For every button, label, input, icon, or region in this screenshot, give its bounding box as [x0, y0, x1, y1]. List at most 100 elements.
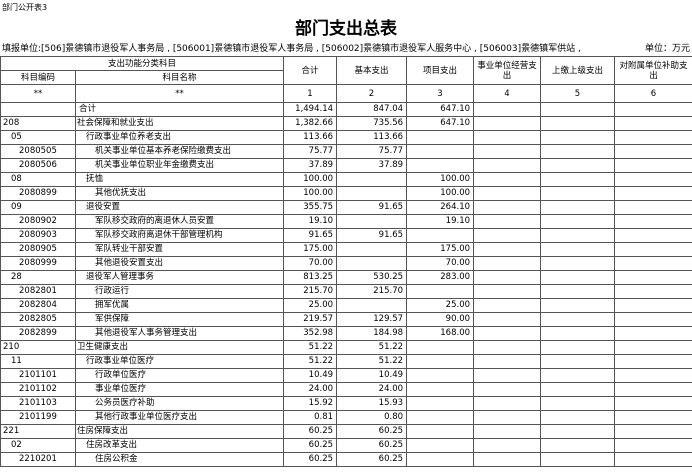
name-cell: 卫生健康支出 — [74, 340, 285, 355]
data-row: 2082899 其他退役军人事务管理支出 352.98 184.98 168.00 — [0, 326, 692, 341]
amount-cell: 847.04 — [336, 102, 408, 117]
amount-cell: 25.00 — [283, 298, 338, 313]
amount-cell: 0.80 — [336, 410, 408, 425]
index-row: ** ** 1 2 3 4 5 6 — [0, 84, 692, 103]
amount-cell — [473, 312, 542, 327]
name-cell: 住房改革支出 — [74, 438, 285, 453]
column-header: 上缴上级支出 — [540, 56, 616, 85]
index-cell: 5 — [540, 84, 616, 103]
data-row: 2080899 其他优抚支出 100.00 100.00 — [0, 186, 692, 201]
code-cell: 2101101 — [0, 368, 76, 383]
amount-cell: 90.00 — [406, 312, 475, 327]
amount-cell — [473, 284, 542, 299]
column-header: 合计 — [283, 56, 338, 85]
amount-cell — [336, 256, 408, 271]
amount-cell — [406, 382, 475, 397]
code-cell: 221 — [0, 424, 76, 439]
amount-cell: 51.22 — [283, 354, 338, 369]
amount-cell — [406, 396, 475, 411]
amount-cell: 91.65 — [336, 200, 408, 215]
amount-cell — [614, 452, 692, 467]
amount-cell — [406, 438, 475, 453]
data-row: 合计 1,494.14 847.04 647.10 — [0, 102, 692, 117]
amount-cell: 1,382.66 — [283, 116, 338, 131]
code-cell: 2082801 — [0, 284, 76, 299]
amount-cell: 24.00 — [283, 382, 338, 397]
amount-cell — [473, 270, 542, 285]
data-row: 2080905 军队转业干部安置 175.00 175.00 — [0, 242, 692, 257]
index-cell: 3 — [406, 84, 475, 103]
amount-cell — [614, 200, 692, 215]
amount-cell: 19.10 — [283, 214, 338, 229]
amount-cell — [473, 130, 542, 145]
code-cell: 2101199 — [0, 410, 76, 425]
index-cell: 6 — [614, 84, 692, 103]
amount-cell — [336, 214, 408, 229]
data-row: 2080505 机关事业单位基本养老保险缴费支出 75.77 75.77 — [0, 144, 692, 159]
amount-cell — [614, 368, 692, 383]
amount-cell: 215.70 — [336, 284, 408, 299]
data-row: 2101103 公务员医疗补助 15.92 15.93 — [0, 396, 692, 411]
amount-cell: 113.66 — [283, 130, 338, 145]
title: 部门支出总表 — [295, 19, 397, 39]
amount-cell — [540, 452, 616, 467]
amount-cell: 51.22 — [283, 340, 338, 355]
amount-cell — [614, 130, 692, 145]
amount-cell — [473, 242, 542, 257]
header-row: 支出功能分类科目 合计 基本支出 项目支出 事业单位经营支出 上缴上级支出 对附属单位补助支… — [0, 56, 692, 85]
name-cell: 军队移交政府离退休干部管理机构 — [74, 228, 285, 243]
amount-cell: 51.22 — [336, 354, 408, 369]
amount-cell — [540, 410, 616, 425]
code-cell: 2210201 — [0, 452, 76, 467]
amount-cell — [540, 354, 616, 369]
amount-cell: 19.10 — [406, 214, 475, 229]
code-cell: 2101102 — [0, 382, 76, 397]
code-cell: 02 — [0, 438, 76, 453]
amount-cell — [540, 158, 616, 173]
amount-cell: 60.25 — [283, 438, 338, 453]
amount-cell: 352.98 — [283, 326, 338, 341]
amount-cell: 175.00 — [283, 242, 338, 257]
amount-cell — [540, 102, 616, 117]
amount-cell — [406, 130, 475, 145]
amount-cell — [406, 354, 475, 369]
amount-cell — [336, 186, 408, 201]
data-row: 2101102 事业单位医疗 24.00 24.00 — [0, 382, 692, 397]
amount-cell: 175.00 — [406, 242, 475, 257]
amount-cell — [473, 144, 542, 159]
data-row: 2080999 其他退役安置支出 70.00 70.00 — [0, 256, 692, 271]
data-row: 2101101 行政单位医疗 10.49 10.49 — [0, 368, 692, 383]
form-number: 部门公开表3 — [2, 3, 48, 12]
amount-cell — [614, 382, 692, 397]
amount-cell — [336, 172, 408, 187]
amount-cell: 113.66 — [336, 130, 408, 145]
amount-cell — [540, 326, 616, 341]
name-cell: 住房公积金 — [74, 452, 285, 467]
amount-cell — [473, 382, 542, 397]
amount-cell: 75.77 — [336, 144, 408, 159]
amount-cell: 0.81 — [283, 410, 338, 425]
amount-cell — [614, 298, 692, 313]
name-cell: 行政单位医疗 — [74, 368, 285, 383]
amount-cell: 37.89 — [336, 158, 408, 173]
amount-cell — [406, 410, 475, 425]
code-cell: 11 — [0, 354, 76, 369]
amount-cell — [540, 186, 616, 201]
code-cell: 2082805 — [0, 312, 76, 327]
data-row: 2101199 其他行政事业单位医疗支出 0.81 0.80 — [0, 410, 692, 425]
amount-cell — [406, 424, 475, 439]
code-cell: 2080999 — [0, 256, 76, 271]
amount-cell — [614, 214, 692, 229]
amount-cell — [406, 144, 475, 159]
data-row: 2082804 拥军优属 25.00 25.00 — [0, 298, 692, 313]
amount-cell — [473, 186, 542, 201]
data-row: 02 住房改革支出 60.25 60.25 — [0, 438, 692, 453]
data-row: 2210201 住房公积金 60.25 60.25 — [0, 452, 692, 467]
data-row: 28 退役军人管理事务 813.25 530.25 283.00 — [0, 270, 692, 285]
amount-cell — [540, 256, 616, 271]
amount-cell: 37.89 — [283, 158, 338, 173]
amount-cell — [473, 424, 542, 439]
name-cell: 行政事业单位医疗 — [74, 354, 285, 369]
name-cell: 退役安置 — [74, 200, 285, 215]
